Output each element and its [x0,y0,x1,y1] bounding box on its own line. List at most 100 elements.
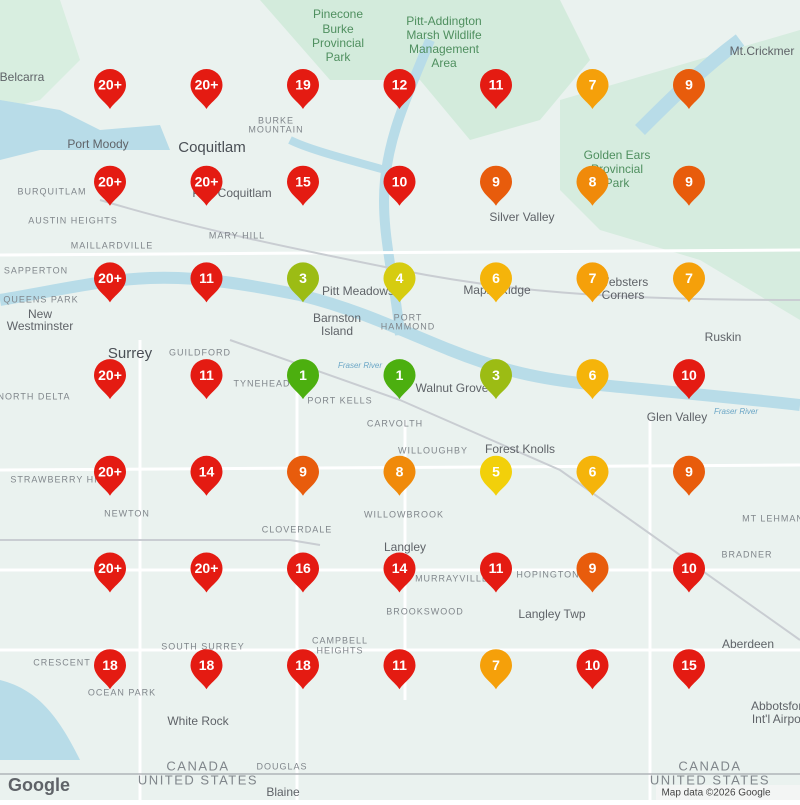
marker[interactable]: 20+ [94,165,126,206]
marker-pin [480,455,512,496]
marker[interactable]: 7 [576,69,609,109]
place-label: UNITED STATES [650,772,770,787]
marker[interactable]: 7 [480,649,512,690]
place-label: Langley [384,540,426,554]
place-label: Coquitlam [178,139,246,156]
place-label: Silver Valley [489,210,554,224]
marker[interactable]: 7 [673,262,705,303]
marker[interactable]: 20+ [94,262,126,303]
place-label: Mt.Crickmer [730,44,795,58]
marker[interactable]: 9 [480,165,512,206]
marker-label: 14 [392,560,408,576]
marker[interactable]: 11 [190,262,223,303]
marker[interactable]: 18 [94,649,126,690]
place-label: Forest Knolls [485,442,555,456]
place-label: White Rock [167,714,229,728]
marker-label: 1 [396,367,404,383]
marker[interactable]: 9 [673,165,705,206]
place-label: QUEENS PARK [3,294,78,304]
place-label: Pinecone [313,7,363,21]
marker[interactable]: 10 [383,165,416,206]
marker[interactable]: 8 [576,165,609,206]
marker-label: 11 [489,77,504,93]
marker[interactable]: 6 [576,359,609,400]
place-label: Walnut Grove [416,381,489,395]
marker[interactable]: 3 [287,262,319,303]
marker[interactable]: 6 [480,262,512,303]
place-label: CRESCENT [33,657,91,667]
place-label: Fraser River [338,361,382,370]
marker-pin [190,165,223,206]
marker[interactable]: 9 [673,455,705,496]
marker-label: 11 [392,657,407,673]
marker-label: 11 [489,560,504,576]
place-labels: Pinecone Burke Provincial Park Pitt-Addi… [0,7,800,799]
marker[interactable]: 20+ [94,552,126,593]
marker[interactable]: 20+ [190,69,223,109]
marker[interactable]: 19 [287,69,319,109]
marker-pin [383,649,416,690]
marker[interactable]: 15 [673,649,705,690]
marker[interactable]: 1 [383,359,416,400]
marker[interactable]: 15 [287,165,319,206]
marker[interactable]: 18 [287,649,319,690]
place-label: Glen Valley [647,410,707,424]
marker-pin [287,359,319,400]
marker[interactable]: 20+ [190,552,223,593]
marker-pin [576,165,609,206]
marker[interactable]: 6 [576,455,609,496]
marker[interactable]: 9 [287,455,319,496]
place-label: BRADNER [721,549,772,559]
marker-pin [94,69,126,109]
marker[interactable]: 20+ [94,359,126,400]
marker[interactable]: 18 [190,649,223,690]
place-label: OCEAN PARK [88,687,156,697]
place-label: Pitt Meadows [322,284,394,298]
marker[interactable]: 20+ [94,69,126,109]
marker-pin [94,552,126,593]
marker-pin [190,552,223,593]
place-label: CAMPBELL [312,635,368,645]
place-label: Area [431,56,457,70]
marker[interactable]: 11 [480,69,512,109]
marker[interactable]: 8 [383,455,416,496]
marker[interactable]: 11 [190,359,223,400]
marker[interactable]: 20+ [190,165,223,206]
marker[interactable]: 1 [287,359,319,400]
place-label: Blaine [266,785,300,799]
marker[interactable]: 10 [673,359,705,400]
place-label: NORTH DELTA [0,391,71,401]
marker[interactable]: 11 [480,552,512,593]
marker[interactable]: 9 [673,69,705,109]
place-label: Websters [598,275,648,289]
marker-label: 10 [392,173,408,189]
marker[interactable]: 20+ [94,455,126,496]
place-label: BURQUITLAM [17,186,86,196]
marker[interactable]: 9 [576,552,609,593]
marker-pin [480,165,512,206]
marker[interactable]: 14 [383,552,416,593]
marker[interactable]: 4 [383,262,416,303]
place-label: Abbotsford [751,699,800,713]
place-label: MT LEHMAN [742,513,800,523]
marker[interactable]: 10 [576,649,609,690]
marker[interactable]: 16 [287,552,319,593]
marker-label: 19 [295,77,311,93]
marker[interactable]: 12 [383,69,416,109]
place-label: MARY HILL [209,230,265,240]
marker[interactable]: 10 [673,552,705,593]
marker[interactable]: 3 [480,359,512,400]
marker[interactable]: 7 [576,262,609,303]
marker-label: 6 [492,270,500,286]
place-label: WILLOWBROOK [364,509,444,519]
marker-pin [190,455,223,496]
marker[interactable]: 14 [190,455,223,496]
marker-pin [94,262,126,303]
marker-pin [383,69,416,109]
marker-label: 8 [589,173,597,189]
marker-label: 20+ [98,77,122,93]
marker[interactable]: 5 [480,455,512,496]
marker[interactable]: 11 [383,649,416,690]
